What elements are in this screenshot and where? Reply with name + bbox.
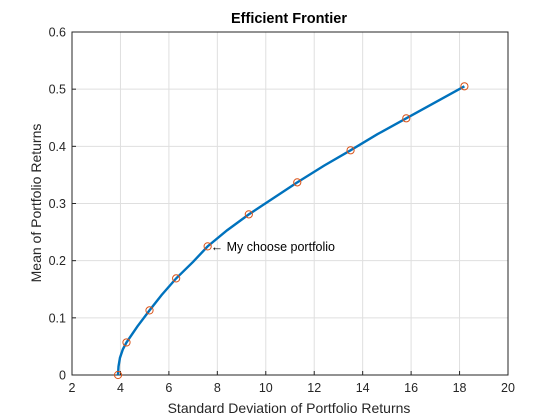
tick-labels: 2 4 6 8 10 12 14 16 18 20 0 0.1 0.2 0.3 0.4 0.5 0.6 [49,26,515,396]
x-tick-label: 20 [501,381,515,395]
y-tick-label: 0.1 [49,311,66,325]
grid [72,32,508,375]
x-tick-label: 8 [214,381,221,395]
y-tick-label: 0.4 [49,140,66,154]
portfolio-markers [114,83,468,379]
x-axis-label: Standard Deviation of Portfolio Returns [168,400,411,416]
y-tick-label: 0.6 [49,26,66,40]
x-tick-label: 4 [117,381,124,395]
x-tick-label: 16 [404,381,418,395]
y-tick-label: 0.2 [49,254,66,268]
x-tick-label: 18 [453,381,467,395]
x-tick-label: 10 [259,381,273,395]
y-tick-label: 0.5 [49,83,66,97]
x-tick-label: 12 [307,381,321,395]
y-tick-label: 0.3 [49,197,66,211]
chart-title: Efficient Frontier [231,11,347,27]
portfolio-annotation: ← My choose portfolio [211,240,335,254]
y-tick-label: 0 [59,369,66,383]
x-tick-label: 14 [356,381,370,395]
frontier-line [118,86,464,375]
x-tick-label: 2 [69,381,76,395]
x-tick-label: 6 [165,381,172,395]
y-axis-label: Mean of Portfolio Returns [28,124,44,283]
